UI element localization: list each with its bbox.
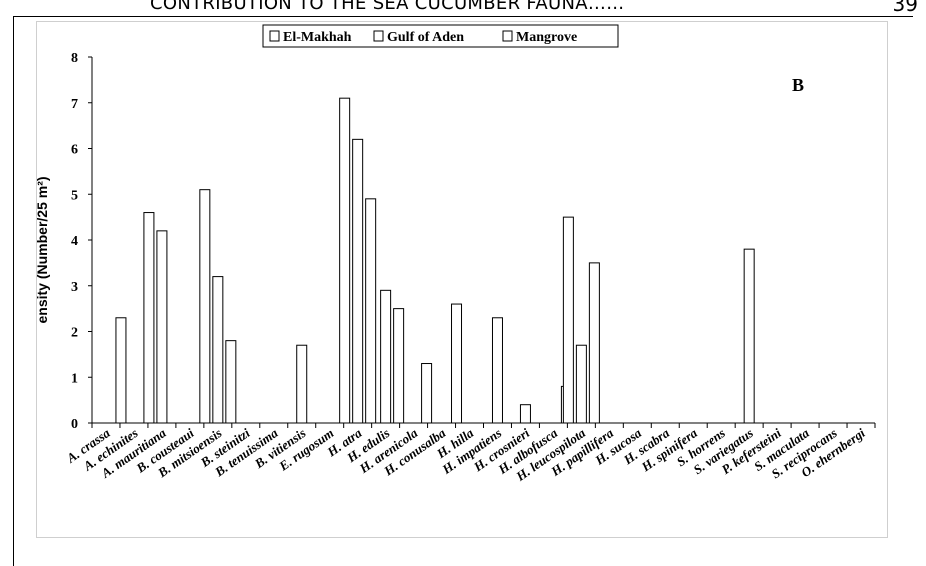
bar: [213, 277, 223, 423]
bar: [353, 139, 363, 423]
bar: [394, 309, 404, 423]
legend-label-el-makhah: El-Makhah: [283, 30, 352, 45]
legend: El-Makhah Gulf of Aden Mangrove: [263, 25, 618, 47]
y-tick-label: 0: [71, 417, 78, 432]
bars: [116, 98, 754, 423]
bar: [563, 217, 573, 423]
y-tick-label: 6: [71, 143, 78, 158]
bar: [226, 341, 236, 423]
legend-swatch-mangrove: [503, 31, 512, 41]
y-tick-label: 4: [71, 234, 78, 249]
legend-swatch-el-makhah: [270, 31, 279, 41]
bar: [340, 98, 350, 423]
bar: [492, 318, 502, 423]
y-tick-label: 5: [71, 188, 78, 203]
bar: [200, 190, 210, 423]
bar: [116, 318, 126, 423]
bar: [381, 290, 391, 423]
bar: [297, 345, 307, 423]
bar: [576, 345, 586, 423]
bar: [744, 249, 754, 423]
y-tick-label: 8: [71, 51, 78, 66]
y-tick-label: 1: [71, 371, 78, 386]
legend-label-gulf-of-aden: Gulf of Aden: [387, 30, 464, 45]
bar: [589, 263, 599, 423]
y-tick-label: 2: [71, 326, 78, 341]
legend-label-mangrove: Mangrove: [516, 30, 577, 45]
bar: [520, 405, 530, 423]
panel-label: B: [792, 75, 804, 95]
y-ticks: 0 1 2 3 4 5 6 7 8: [71, 51, 92, 432]
bar: [157, 231, 167, 423]
bar: [422, 364, 432, 423]
y-tick-label: 7: [71, 97, 78, 112]
legend-swatch-gulf-of-aden: [374, 31, 383, 41]
y-axis-label: ensity (Number/25 m²): [34, 176, 50, 323]
y-tick-label: 3: [71, 280, 78, 295]
bar: [366, 199, 376, 423]
bar: [144, 213, 154, 423]
bar: [452, 304, 462, 423]
